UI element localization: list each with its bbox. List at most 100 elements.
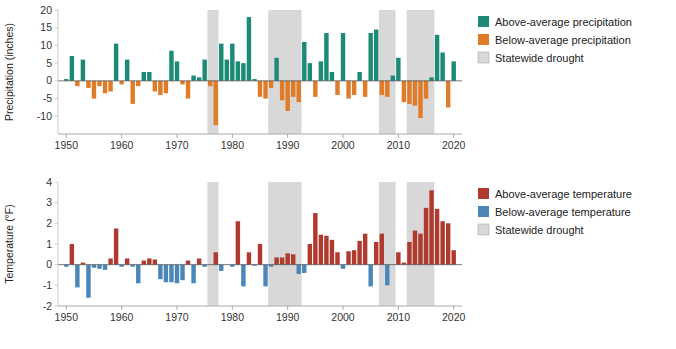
x-tick-label: 1970 xyxy=(165,139,189,151)
bar xyxy=(319,61,323,80)
x-tick-label: 1950 xyxy=(55,139,79,151)
bar xyxy=(308,244,312,265)
x-tick xyxy=(232,306,233,310)
x-tick-label: 1990 xyxy=(276,139,300,151)
legend-label: Statewide drought xyxy=(495,224,584,236)
bar xyxy=(92,81,96,99)
plot-area xyxy=(58,182,462,306)
bar xyxy=(258,244,262,265)
bar xyxy=(147,258,151,264)
bar xyxy=(269,81,273,88)
bar xyxy=(81,60,85,81)
bar xyxy=(158,81,162,95)
bar xyxy=(330,72,334,81)
zero-line xyxy=(58,80,462,81)
bar xyxy=(191,265,195,284)
bar xyxy=(108,81,112,92)
y-tick-label: 20 xyxy=(40,4,52,16)
bar xyxy=(413,231,417,265)
x-axis-line xyxy=(58,134,462,135)
bar xyxy=(380,234,384,265)
bar xyxy=(341,33,345,81)
y-tick-label: -10 xyxy=(37,110,52,122)
bar xyxy=(274,257,278,264)
bar xyxy=(352,81,356,95)
x-tick-label: 1960 xyxy=(110,311,134,323)
bar xyxy=(164,81,168,93)
bar xyxy=(86,265,90,298)
bar xyxy=(169,265,173,283)
drought-span xyxy=(407,10,435,134)
x-tick-label: 1980 xyxy=(221,139,245,151)
bar xyxy=(147,72,151,81)
x-tick-label: 1950 xyxy=(55,311,79,323)
y-tick xyxy=(55,285,58,286)
bar xyxy=(357,72,361,81)
bar xyxy=(136,265,140,284)
bar xyxy=(197,77,201,81)
y-tick-label: 4 xyxy=(46,176,52,188)
y-tick-label: 5 xyxy=(46,57,52,69)
x-tick xyxy=(121,306,122,310)
y-tick-label: 0 xyxy=(46,258,52,270)
legend: Above-average precipitationBelow-average… xyxy=(478,16,632,64)
y-tick xyxy=(55,27,58,28)
bar xyxy=(142,72,146,81)
bar xyxy=(108,258,112,264)
bar xyxy=(180,81,184,85)
bar xyxy=(241,63,245,81)
bar xyxy=(136,81,140,86)
bar xyxy=(285,81,289,111)
bar xyxy=(263,81,267,99)
bar xyxy=(86,81,90,88)
bar xyxy=(230,44,234,81)
y-tick-label: 15 xyxy=(40,21,52,33)
x-tick xyxy=(398,134,399,138)
bar xyxy=(363,81,367,97)
bar xyxy=(236,221,240,264)
drought-span xyxy=(268,182,301,306)
bar xyxy=(435,209,439,265)
x-tick xyxy=(121,134,122,138)
bar xyxy=(130,81,134,104)
bar xyxy=(119,81,123,85)
y-axis-line xyxy=(58,10,59,134)
bar xyxy=(153,81,157,92)
y-tick-label: 0 xyxy=(46,74,52,86)
bar xyxy=(274,58,278,81)
panel: 19501960197019801990200020102020-2-10123… xyxy=(3,176,632,324)
legend-swatch xyxy=(478,16,489,27)
drought-span xyxy=(207,10,218,134)
panel: 19501960197019801990200020102020-10-5051… xyxy=(3,4,632,152)
bar xyxy=(186,261,190,265)
bar xyxy=(446,81,450,108)
bar xyxy=(191,76,195,81)
bar xyxy=(324,236,328,265)
bar xyxy=(236,61,240,80)
bar xyxy=(302,265,306,273)
bar xyxy=(341,265,345,269)
bar xyxy=(402,81,406,102)
y-tick xyxy=(55,244,58,245)
y-axis-label: Precipitation (inches) xyxy=(3,23,15,121)
bar xyxy=(202,60,206,81)
bar xyxy=(407,242,411,265)
y-tick xyxy=(55,80,58,81)
y-tick xyxy=(55,223,58,224)
y-tick-label: -1 xyxy=(43,279,52,291)
bar xyxy=(258,81,262,97)
bar xyxy=(451,61,455,80)
bar xyxy=(346,81,350,99)
legend-label: Statewide drought xyxy=(495,52,584,64)
bar xyxy=(297,265,301,274)
x-tick xyxy=(343,306,344,310)
bar xyxy=(219,44,223,81)
bar xyxy=(374,29,378,80)
bar xyxy=(385,265,389,286)
plot-area xyxy=(58,10,462,134)
bar xyxy=(164,265,168,283)
legend-label: Above-average precipitation xyxy=(495,16,632,28)
bar xyxy=(396,58,400,81)
bar xyxy=(280,257,284,264)
bar xyxy=(413,81,417,106)
